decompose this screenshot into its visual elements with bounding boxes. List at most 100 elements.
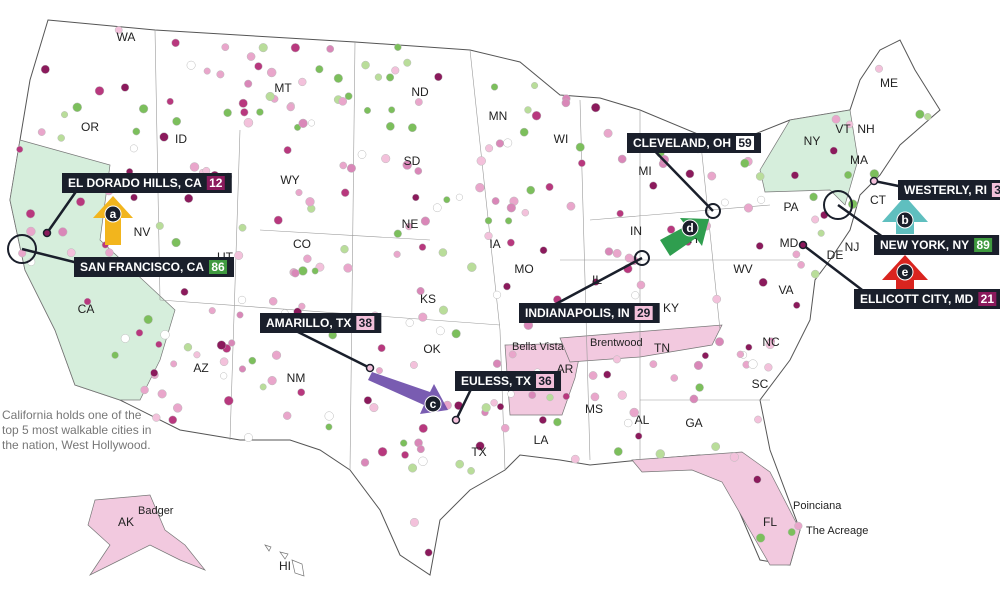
state-label: IL — [592, 273, 602, 287]
state-label: CA — [78, 302, 95, 316]
city-dot — [298, 118, 308, 128]
city-dot — [715, 337, 724, 347]
city-dot — [361, 60, 370, 70]
city-dot — [712, 294, 722, 304]
state-label: MT — [274, 81, 292, 95]
city-dot — [743, 203, 754, 213]
city-ring — [823, 190, 853, 220]
city-dot — [375, 367, 383, 375]
state-label: WV — [733, 262, 752, 276]
city-dot — [844, 170, 853, 179]
city-dot — [591, 102, 601, 113]
city-dot — [484, 217, 493, 225]
city-dot — [295, 189, 303, 197]
callout-pointer — [646, 142, 714, 212]
city-dot — [528, 391, 537, 399]
city-dot — [386, 73, 395, 82]
state-label: NY — [804, 134, 821, 148]
score-value: 59 — [738, 136, 752, 150]
city-dot — [271, 350, 282, 360]
callout: WESTERLY, RI 35 — [869, 176, 1000, 200]
city-dot — [171, 237, 181, 248]
city-dot — [168, 415, 178, 425]
city-dot — [315, 65, 324, 74]
city-dot — [72, 102, 82, 112]
city-dot — [729, 452, 739, 462]
city-dot — [259, 383, 267, 391]
arrow-tag-label: c — [430, 397, 437, 411]
state-label: SC — [752, 377, 769, 391]
city-dot — [418, 312, 428, 322]
score-badge — [209, 260, 228, 274]
place-label: Brentwood — [590, 337, 643, 349]
city-dot — [338, 97, 348, 106]
city-dot — [129, 144, 138, 153]
city-dot — [467, 467, 475, 475]
city-dot — [223, 108, 232, 117]
city-dot — [490, 83, 499, 91]
state-label: WA — [117, 30, 136, 44]
city-point — [365, 363, 375, 373]
city-dot — [736, 350, 745, 359]
city-dot — [508, 350, 517, 359]
city-dot — [495, 139, 504, 148]
state-label: NJ — [845, 240, 860, 254]
callout-box — [74, 257, 235, 277]
city-dot — [140, 385, 149, 395]
city-dot — [420, 216, 430, 226]
city-dot — [755, 172, 765, 181]
city-dot — [829, 146, 838, 155]
city-dot — [531, 111, 542, 121]
state-label: MA — [850, 153, 868, 167]
state-label: PA — [783, 200, 798, 214]
city-dot — [184, 193, 194, 203]
city-dot — [491, 197, 500, 205]
city-dot — [403, 58, 412, 67]
city-dot — [61, 111, 69, 119]
city-dot — [208, 307, 216, 315]
city-dot — [526, 185, 536, 195]
city-point — [42, 228, 52, 238]
city-dot — [539, 246, 548, 255]
city-dot — [220, 372, 228, 380]
city-dot — [180, 288, 189, 296]
city-point — [869, 176, 879, 186]
state-label: IN — [630, 224, 642, 238]
callout-city: AMARILLO, TX — [266, 316, 351, 330]
city-dot — [875, 64, 883, 73]
city-dot — [311, 267, 319, 275]
city-dot — [924, 112, 932, 121]
city-dot — [394, 43, 402, 51]
city-dot — [416, 445, 425, 454]
city-dot — [173, 403, 183, 413]
callouts: EL DORADO HILLS, CA 12 SAN FRANCISCO, CA 86… — [7, 133, 1000, 425]
city-dot — [402, 160, 412, 170]
score-badge — [974, 238, 993, 252]
city-dot — [273, 215, 283, 225]
city-dot — [246, 52, 256, 61]
city-dot — [590, 392, 600, 402]
city-ring — [634, 250, 650, 266]
city-dot — [748, 359, 758, 369]
state-label: ND — [411, 85, 429, 99]
city-dot — [649, 360, 658, 369]
city-dot — [381, 154, 391, 164]
score-value: 38 — [359, 316, 373, 330]
city-dot — [492, 359, 502, 368]
city-dot — [308, 119, 315, 127]
city-dot — [755, 533, 766, 543]
state-label: OR — [81, 120, 99, 134]
city-dot — [467, 262, 477, 272]
city-dot — [797, 261, 805, 269]
callout: AMARILLO, TX 38 — [260, 313, 382, 373]
city-dot — [159, 132, 169, 142]
city-dot — [268, 297, 278, 306]
city-dot — [111, 351, 119, 359]
city-dot — [333, 73, 343, 83]
city-dot — [754, 415, 762, 424]
state-label: VA — [778, 283, 793, 297]
city-dot — [377, 344, 386, 353]
city-dot — [476, 156, 486, 166]
city-dot — [505, 217, 513, 225]
